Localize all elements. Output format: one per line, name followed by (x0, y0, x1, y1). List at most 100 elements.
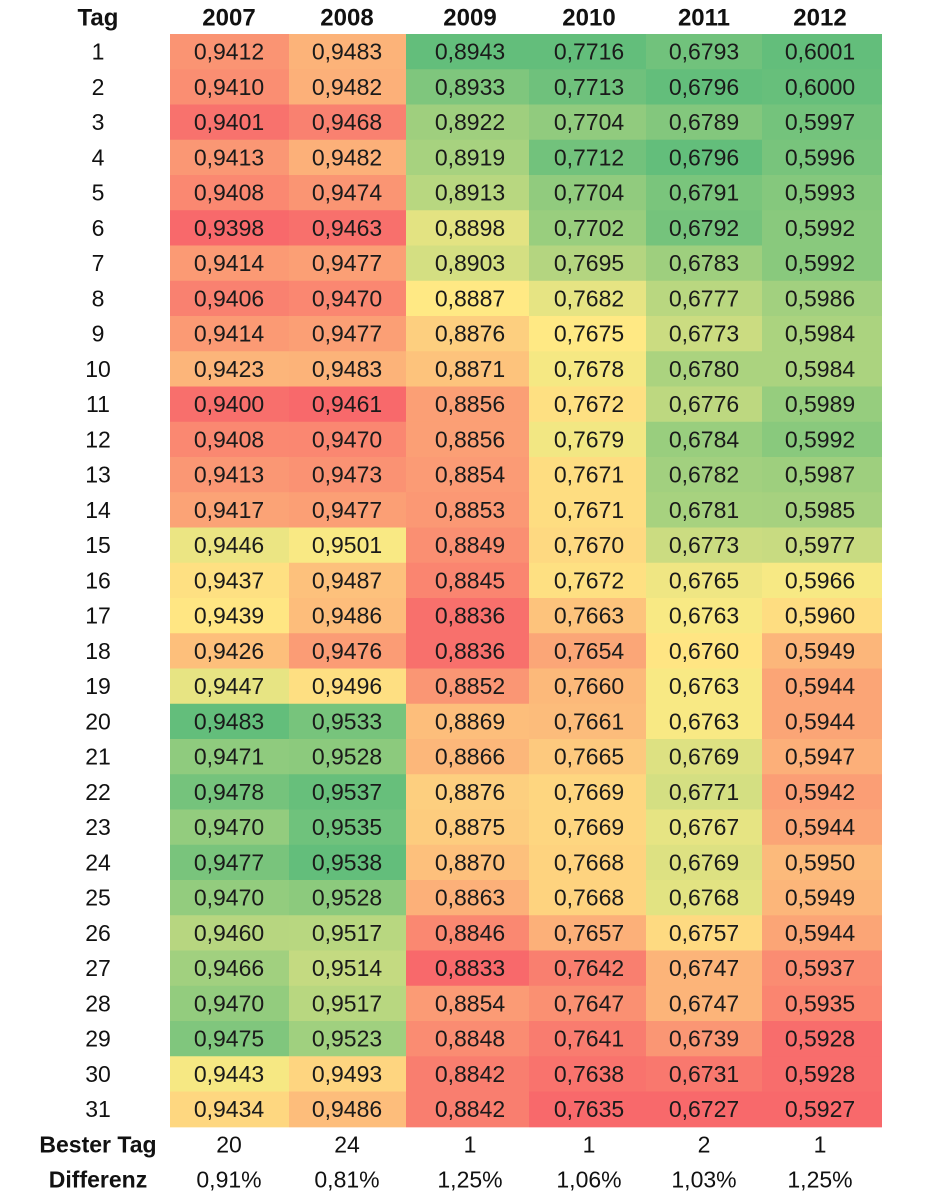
cell-value: 0,6771 (669, 779, 739, 805)
heatmap-cell (289, 809, 406, 846)
heatmap-cell (529, 527, 646, 564)
heatmap-cell (170, 34, 289, 70)
cell-value: 0,8933 (435, 74, 505, 100)
cell-value: 0,9482 (312, 144, 382, 170)
cell-value: 0,6765 (669, 567, 739, 593)
cell-value: 0,9478 (194, 779, 264, 805)
cell-value: 0,9466 (194, 955, 264, 981)
heatmap-cell (289, 950, 406, 987)
heatmap-cell (646, 950, 762, 987)
heatmap-cell (406, 739, 529, 775)
cell-value: 0,8854 (435, 990, 506, 1016)
summary-label: Differenz (49, 1167, 147, 1193)
cell-value: 0,6769 (669, 849, 739, 875)
heatmap-cell (170, 351, 289, 388)
cell-value: 0,9401 (194, 109, 264, 135)
cell-value: 0,9487 (312, 567, 382, 593)
summary-value: 0,81% (314, 1167, 379, 1193)
heatmap-cell (406, 950, 529, 987)
cell-value: 0,8842 (435, 1061, 505, 1087)
heatmap-cell (170, 1021, 289, 1057)
cell-value: 0,8833 (435, 955, 505, 981)
heatmap-cell (762, 1091, 882, 1128)
heatmap-cell (406, 703, 529, 740)
cell-value: 0,6739 (669, 1026, 739, 1052)
heatmap-cell (529, 386, 646, 423)
cell-value: 0,8876 (435, 779, 505, 805)
heatmap-cell (170, 809, 289, 846)
cell-value: 0,6747 (669, 990, 739, 1016)
heatmap-cell (170, 280, 289, 317)
cell-value: 0,9523 (312, 1026, 382, 1052)
cell-value: 0,9482 (312, 74, 382, 100)
heatmap-cell (762, 598, 882, 634)
heatmap-cell (529, 139, 646, 176)
cell-value: 0,8846 (435, 920, 505, 946)
heatmap-cell (170, 69, 289, 106)
cell-value: 0,9412 (194, 39, 264, 65)
cell-value: 0,5950 (785, 849, 855, 875)
cell-value: 0,5996 (785, 144, 855, 170)
cell-value: 0,6763 (669, 603, 739, 629)
cell-value: 0,5935 (785, 990, 855, 1016)
cell-value: 0,9408 (194, 180, 264, 206)
heatmap-cell (406, 210, 529, 247)
cell-value: 0,8898 (435, 215, 505, 241)
heatmap-cell (529, 1021, 646, 1057)
cell-value: 0,9470 (194, 885, 264, 911)
cell-value: 0,7712 (554, 144, 624, 170)
heatmap-cell (762, 316, 882, 352)
cell-value: 0,9477 (312, 321, 382, 347)
row-label: 31 (85, 1096, 111, 1122)
cell-value: 0,9434 (194, 1096, 265, 1122)
cell-value: 0,7679 (554, 426, 624, 452)
heatmap-cell (762, 1021, 882, 1057)
heatmap-cell (762, 809, 882, 846)
heatmap-cell (406, 880, 529, 916)
cell-value: 0,8863 (435, 885, 505, 911)
heatmap-cell (646, 492, 762, 529)
heatmap-cell (646, 985, 762, 1022)
heatmap-cell (289, 633, 406, 670)
heatmap-cell (406, 421, 529, 458)
heatmap-cell (170, 774, 289, 811)
cell-value: 0,9413 (194, 462, 264, 488)
heatmap-cell (762, 844, 882, 881)
heatmap-cell (406, 351, 529, 388)
row-label: 18 (85, 638, 111, 664)
column-header: 2011 (678, 5, 730, 32)
heatmap-cell (289, 457, 406, 493)
row-label: 15 (85, 532, 111, 558)
column-header: 2012 (793, 5, 846, 32)
cell-value: 0,9461 (312, 391, 382, 417)
cell-value: 0,7702 (554, 215, 624, 241)
row-label: 10 (85, 356, 111, 382)
cell-value: 0,8887 (435, 285, 505, 311)
cell-value: 0,5944 (785, 708, 856, 734)
cell-value: 0,8856 (435, 391, 505, 417)
heatmap-cell (170, 316, 289, 352)
cell-value: 0,5949 (785, 885, 855, 911)
row-label: 5 (92, 180, 105, 206)
cell-value: 0,7716 (554, 39, 624, 65)
cell-value: 0,8866 (435, 744, 505, 770)
heatmap-cell (646, 880, 762, 916)
summary-value: 0,91% (196, 1167, 261, 1193)
heatmap-cell (289, 175, 406, 211)
heatmap-cell (170, 703, 289, 740)
cell-value: 0,8919 (435, 144, 505, 170)
cell-value: 0,5966 (785, 567, 855, 593)
heatmap-cell (529, 774, 646, 811)
heatmap-cell (529, 950, 646, 987)
cell-value: 0,9477 (312, 250, 382, 276)
cell-value: 0,5987 (785, 462, 855, 488)
heatmap-cell (529, 562, 646, 599)
heatmap-cell (170, 739, 289, 775)
heatmap-cell (762, 950, 882, 987)
cell-value: 0,9483 (312, 356, 382, 382)
heatmap-cell (529, 703, 646, 740)
heatmap-cell (170, 210, 289, 247)
cell-value: 0,7678 (554, 356, 624, 382)
cell-value: 0,5937 (785, 955, 855, 981)
